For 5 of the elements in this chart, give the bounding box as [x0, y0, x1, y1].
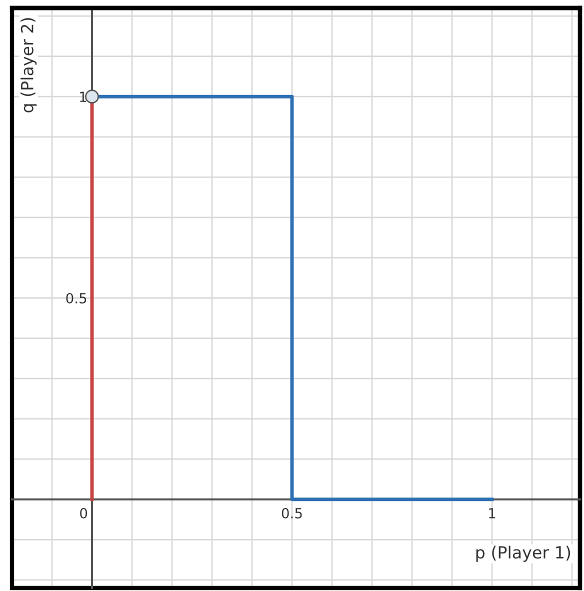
- x-tick-label: 0: [80, 508, 88, 518]
- x-tick-label: 1: [489, 508, 496, 518]
- x-axis-title: p (Player 1): [476, 546, 570, 562]
- x-tick-label: 0.5: [282, 508, 302, 518]
- y-axis-title: q (Player 2): [20, 18, 37, 112]
